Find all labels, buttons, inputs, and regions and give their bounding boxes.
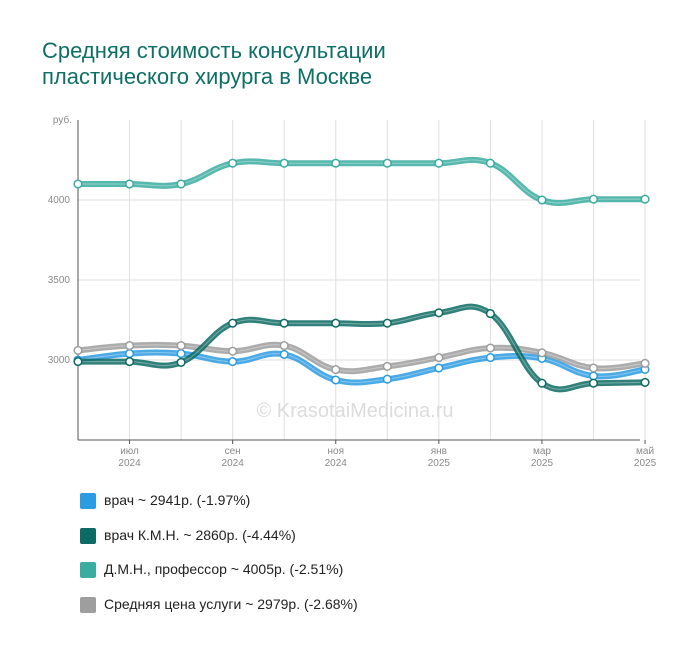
series-lines xyxy=(75,156,649,393)
series-line-highlight-3 xyxy=(77,306,646,390)
data-point xyxy=(537,348,547,358)
x-tick-label-year: 2024 xyxy=(222,458,245,469)
watermark: © KrasotaiMedicina.ru xyxy=(256,400,453,422)
y-tick-label: 3500 xyxy=(48,275,71,286)
series-line-highlight-1 xyxy=(78,159,646,204)
chart-title-line-2: пластического хирурга в Москве xyxy=(42,64,373,89)
y-tick-label: 3000 xyxy=(48,355,71,366)
line-chart: © KrasotaiMedicina.ru 300035004000руб.ию… xyxy=(48,114,657,469)
data-point xyxy=(125,357,135,367)
data-point xyxy=(228,158,238,168)
x-tick-label-year: 2024 xyxy=(118,458,141,469)
data-point xyxy=(434,158,444,168)
data-point xyxy=(382,158,392,168)
x-tick-label-month: июл xyxy=(120,446,139,457)
series-line-3 xyxy=(75,303,649,393)
legend-label: врач К.М.Н. ~ 2860р. (-4.44%) xyxy=(104,526,296,543)
x-tick-label-year: 2025 xyxy=(634,458,657,469)
data-point xyxy=(176,349,186,359)
x-tick-label-month: мар xyxy=(533,446,551,457)
data-point xyxy=(640,358,650,368)
legend-label: врач ~ 2941р. (-1.97%) xyxy=(104,492,251,508)
data-point xyxy=(640,194,650,204)
data-point xyxy=(537,378,547,388)
legend-label: Средняя цена услуги ~ 2979р. (-2.68%) xyxy=(104,595,358,612)
data-point xyxy=(485,343,495,353)
data-point xyxy=(331,158,341,168)
series-line-highlight-2 xyxy=(77,344,646,372)
data-point xyxy=(434,363,444,373)
series-line-2 xyxy=(75,341,649,375)
data-point xyxy=(588,363,599,373)
series-line-1 xyxy=(75,156,649,206)
x-tick-label-month: май xyxy=(636,446,654,457)
data-point xyxy=(485,353,495,363)
data-point xyxy=(485,309,495,319)
data-point xyxy=(537,195,547,205)
chart-title: Средняя стоимость консультации пластичес… xyxy=(42,38,386,90)
data-point xyxy=(382,374,392,384)
legend-label: Д.М.Н., профессор ~ 4005р. (-2.51%) xyxy=(104,561,344,577)
x-tick-label-month: янв xyxy=(431,446,447,457)
data-point xyxy=(331,375,341,385)
data-point xyxy=(176,179,186,189)
data-point xyxy=(73,345,83,355)
y-tick-label: 4000 xyxy=(48,195,71,206)
data-point xyxy=(125,341,135,351)
data-point xyxy=(382,361,392,371)
legend-swatch xyxy=(80,596,96,613)
data-points xyxy=(73,158,650,388)
legend-swatch xyxy=(80,562,96,578)
data-point xyxy=(640,377,650,387)
data-point xyxy=(279,349,289,359)
data-point xyxy=(588,194,599,204)
series-line-0 xyxy=(75,349,649,386)
data-point xyxy=(73,357,83,367)
legend-swatch xyxy=(80,527,96,544)
data-point xyxy=(228,346,238,356)
data-point xyxy=(279,341,289,351)
x-tick-label-month: ноя xyxy=(328,446,345,457)
data-point xyxy=(434,353,444,363)
grid xyxy=(77,120,646,440)
x-tick-label-year: 2025 xyxy=(428,458,451,469)
data-point xyxy=(331,365,341,375)
data-point xyxy=(176,357,186,367)
data-point xyxy=(279,158,289,168)
y-axis-label: руб. xyxy=(53,114,72,126)
x-tick-label-year: 2025 xyxy=(531,458,554,469)
data-point xyxy=(588,378,599,388)
data-point xyxy=(382,318,392,328)
data-point xyxy=(228,318,238,328)
x-tick-label-year: 2024 xyxy=(325,458,348,469)
data-point xyxy=(73,179,83,189)
data-point xyxy=(485,158,495,168)
data-point xyxy=(228,357,238,367)
data-point xyxy=(279,318,289,328)
chart-title-line-1: Средняя стоимость консультации xyxy=(42,38,386,63)
series-line-highlight-0 xyxy=(77,352,646,384)
axes: 300035004000руб.июл2024сен2024ноя2024янв… xyxy=(48,114,657,469)
data-point xyxy=(331,318,341,328)
legend-swatch xyxy=(80,493,96,509)
data-point xyxy=(125,179,135,189)
data-point xyxy=(434,308,444,318)
x-tick-label-month: сен xyxy=(225,446,241,457)
data-point xyxy=(125,349,135,359)
data-point xyxy=(176,341,186,351)
